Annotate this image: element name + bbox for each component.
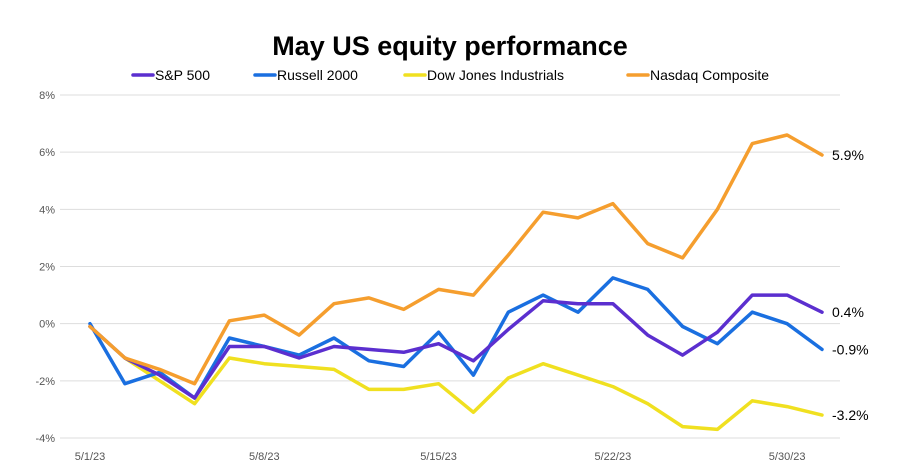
y-tick-label: 4% — [39, 204, 55, 216]
end-labels: 0.4% -0.9% -3.2% 5.9% — [832, 147, 869, 423]
series-line-russell-2000 — [88, 276, 824, 400]
x-tick-label: 5/8/23 — [249, 451, 280, 463]
y-axis-ticks: -4% -2% 0% 2% 4% 6% 8% — [35, 90, 55, 445]
series-line-nasdaq-composite — [88, 133, 824, 386]
y-tick-label: -2% — [35, 376, 55, 388]
end-label: 0.4% — [832, 304, 864, 320]
y-tick-label: -4% — [35, 433, 55, 445]
legend-label: Dow Jones Industrials — [427, 67, 564, 83]
x-tick-label: 5/1/23 — [75, 451, 106, 463]
x-tick-label: 5/22/23 — [595, 451, 632, 463]
chart-title: May US equity performance — [272, 31, 628, 61]
y-tick-label: 0% — [39, 319, 55, 331]
y-tick-label: 6% — [39, 147, 55, 159]
legend: S&P 500 Russell 2000 Dow Jones Industrials… — [131, 67, 769, 83]
series-line-s-p-500 — [88, 293, 824, 400]
legend-label: Russell 2000 — [277, 67, 358, 83]
x-tick-label: 5/30/23 — [769, 451, 806, 463]
end-label: -3.2% — [832, 407, 869, 423]
end-label: -0.9% — [832, 341, 869, 357]
y-tick-label: 2% — [39, 262, 55, 274]
end-label: 5.9% — [832, 147, 864, 163]
x-axis-ticks: 5/1/23 5/8/23 5/15/23 5/22/23 5/30/23 — [75, 451, 806, 463]
legend-label: S&P 500 — [155, 67, 210, 83]
legend-label: Nasdaq Composite — [650, 67, 769, 83]
series-line-dow-jones-industrials — [88, 324, 824, 432]
series-lines — [88, 133, 824, 432]
y-tick-label: 8% — [39, 90, 55, 102]
x-tick-label: 5/15/23 — [420, 451, 457, 463]
